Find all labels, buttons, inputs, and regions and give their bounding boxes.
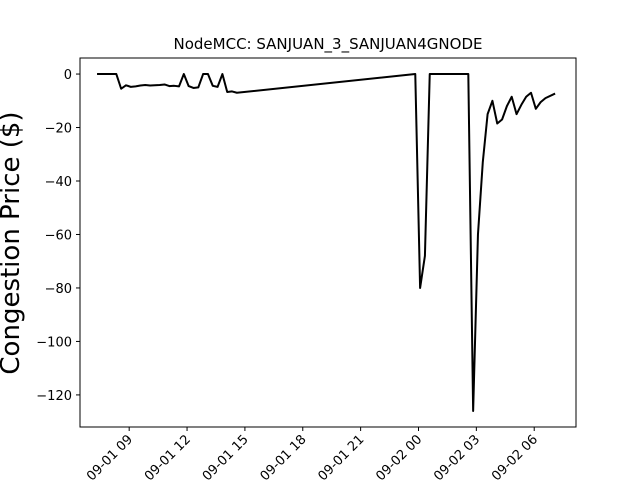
y-tick-label: −100 <box>36 335 72 350</box>
series-line <box>97 73 556 412</box>
y-tick-label: −120 <box>36 389 72 404</box>
y-ticks: 0 −20 −40 −60 −80 −100 −120 <box>36 68 80 404</box>
y-tick-label: −20 <box>45 122 72 137</box>
plot-frame <box>79 57 577 428</box>
chart-title: NodeMCC: SANJUAN_3_SANJUAN4GNODE <box>174 35 483 54</box>
y-tick-label: 0 <box>64 68 72 83</box>
y-tick-label: −60 <box>45 228 72 243</box>
y-axis-label: Congestion Price ($) <box>0 111 26 374</box>
y-tick-label: −80 <box>45 282 72 297</box>
y-tick-label: −40 <box>45 175 72 190</box>
